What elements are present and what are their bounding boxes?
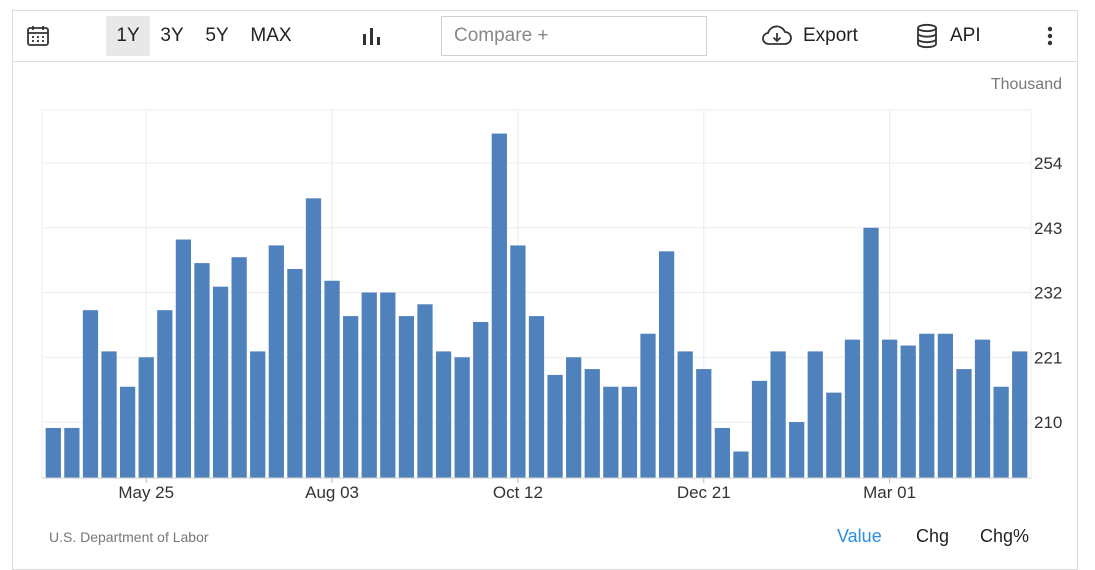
bar — [844, 339, 861, 478]
bar — [491, 133, 507, 478]
more-options-icon[interactable] — [1046, 10, 1054, 62]
range-5y-button[interactable]: 5Y — [205, 25, 229, 46]
bar — [120, 386, 136, 478]
api-button[interactable]: API — [916, 10, 981, 62]
bar — [937, 333, 953, 478]
bar — [881, 339, 898, 478]
bar — [212, 286, 229, 478]
compare-input[interactable]: Compare + — [441, 16, 707, 56]
x-tick-label: Aug 03 — [305, 483, 359, 502]
bar — [770, 351, 786, 478]
bar — [473, 321, 489, 478]
bar — [714, 427, 730, 478]
bar — [324, 280, 340, 478]
y-tick-label: 243 — [1034, 219, 1062, 238]
bar — [64, 427, 80, 478]
bar — [101, 351, 117, 478]
bar — [417, 304, 433, 478]
y-tick-label: 210 — [1034, 413, 1062, 432]
tab-chg[interactable]: Chg — [916, 526, 950, 546]
bar — [863, 227, 879, 478]
bar — [454, 357, 470, 478]
bar — [194, 263, 210, 478]
bar — [45, 427, 61, 478]
bar — [789, 422, 805, 478]
bar — [231, 257, 247, 478]
cloud-download-icon — [761, 24, 793, 48]
export-label: Export — [803, 25, 858, 46]
bar — [566, 357, 582, 478]
bar — [603, 386, 619, 478]
export-button[interactable]: Export — [761, 10, 858, 62]
bar — [175, 239, 192, 478]
bar — [380, 292, 396, 478]
bar — [1012, 351, 1028, 478]
bar — [658, 251, 675, 478]
tab-value[interactable]: Value — [837, 526, 882, 546]
bar — [547, 374, 563, 478]
bar — [807, 351, 823, 478]
toolbar: 1Y 3Y 5Y MAX Compare + Export — [12, 10, 1078, 62]
bar — [696, 369, 712, 478]
unit-label: Thousand — [990, 76, 1062, 93]
x-tick-label: May 25 — [118, 483, 174, 502]
bar — [528, 316, 545, 478]
bar — [361, 292, 377, 478]
y-tick-label: 232 — [1034, 284, 1062, 303]
bar-chart: 210 221 232 243 254 May 25 Aug 03 Oct 12 Dec 21 M… — [41, 109, 1062, 502]
bar — [82, 310, 99, 478]
bar — [584, 369, 600, 478]
bar — [398, 316, 415, 478]
range-1y-button[interactable]: 1Y — [106, 16, 150, 56]
x-tick-label: Mar 01 — [863, 483, 916, 502]
database-icon — [916, 23, 938, 49]
bar — [677, 351, 693, 478]
y-tick-label: 221 — [1034, 348, 1062, 367]
y-tick-label: 254 — [1034, 154, 1062, 173]
bar — [993, 386, 1009, 478]
calendar-icon[interactable] — [26, 10, 50, 62]
bar — [510, 245, 526, 478]
bar — [138, 357, 154, 478]
x-tick-label: Oct 12 — [493, 483, 543, 502]
range-max-button[interactable]: MAX — [250, 25, 292, 46]
bar — [900, 345, 916, 478]
bar — [751, 380, 768, 478]
x-tick-label: Dec 21 — [677, 483, 731, 502]
bar — [621, 386, 638, 478]
chart-type-icon[interactable] — [361, 10, 383, 62]
bar — [157, 310, 173, 478]
bar — [305, 198, 322, 478]
bar — [974, 339, 991, 478]
bar — [733, 451, 749, 478]
range-3y-button[interactable]: 3Y — [160, 25, 184, 46]
bar — [250, 351, 266, 478]
tab-chg-percent[interactable]: Chg% — [980, 526, 1030, 546]
bar — [956, 369, 972, 478]
bar — [287, 268, 303, 478]
api-label: API — [950, 25, 981, 46]
bar — [826, 392, 842, 478]
bar — [343, 316, 359, 478]
source-label: U.S. Department of Labor — [49, 529, 209, 545]
bar — [640, 333, 656, 478]
bar — [919, 333, 935, 478]
bar — [268, 245, 284, 478]
bar — [435, 351, 452, 478]
